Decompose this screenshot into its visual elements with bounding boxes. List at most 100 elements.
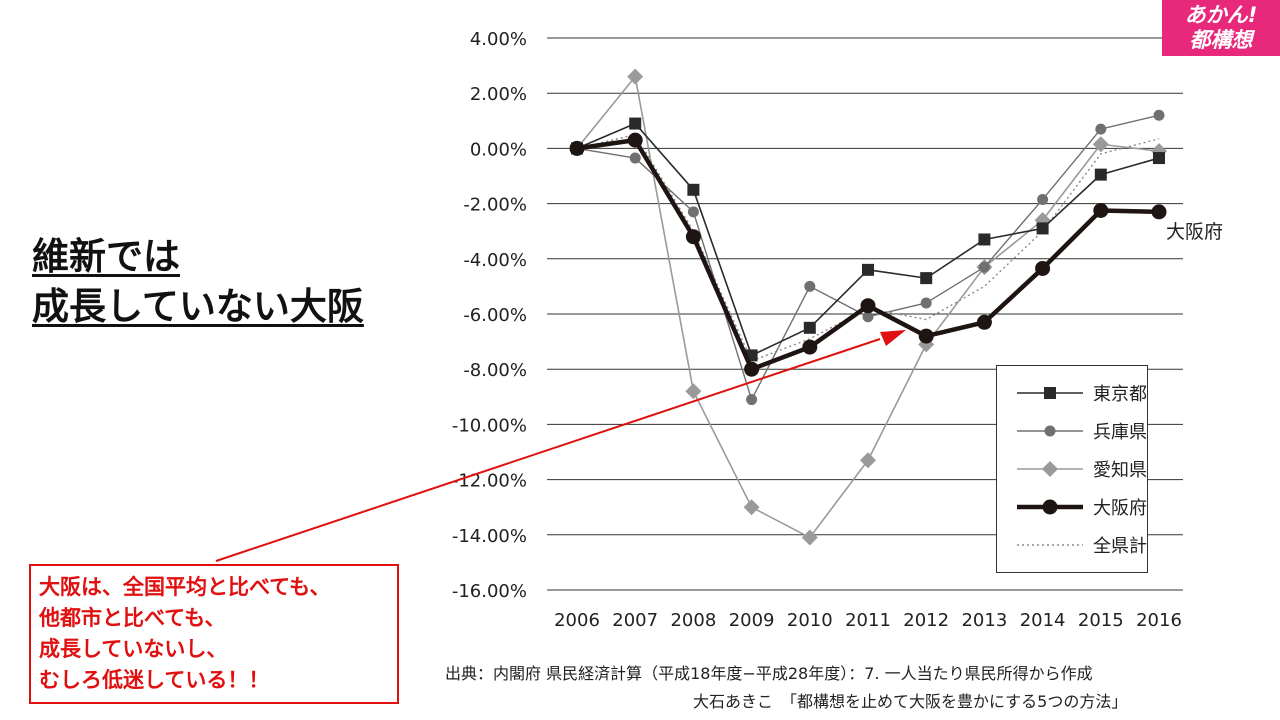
square-marker xyxy=(803,321,816,334)
square-marker xyxy=(1044,387,1056,399)
circle-marker xyxy=(804,280,816,292)
square-marker xyxy=(1153,152,1165,165)
large-circle-marker xyxy=(744,361,760,377)
x-tick-label: 2008 xyxy=(670,610,716,631)
legend-item: 大阪府 xyxy=(1017,498,1147,519)
large-circle-marker xyxy=(685,229,701,245)
diamond-marker xyxy=(860,452,876,469)
y-tick-label: -14.00% xyxy=(452,526,527,547)
diamond-marker xyxy=(627,68,644,85)
circle-marker xyxy=(629,152,641,164)
legend-label: 兵庫県 xyxy=(1093,422,1147,443)
x-tick-label: 2016 xyxy=(1136,610,1182,631)
diamond-marker xyxy=(743,499,760,516)
legend-label: 大阪府 xyxy=(1093,498,1147,519)
large-circle-marker xyxy=(1042,499,1058,515)
series-line xyxy=(576,114,1160,401)
callout-line-2: 他都市と比べても、 xyxy=(39,606,226,630)
book-citation: 大石あきこ 「都構想を止めて大阪を豊かにする5つの方法」 xyxy=(693,692,1128,711)
x-tick-label: 2012 xyxy=(903,610,949,631)
headline-line1: 維新では xyxy=(32,235,180,278)
legend-label: 愛知県 xyxy=(1093,460,1147,481)
circle-marker xyxy=(920,297,932,309)
y-tick-label: -6.00% xyxy=(463,305,527,326)
x-tick-label: 2011 xyxy=(845,610,891,631)
x-axis-tick-labels: 2006 2007 2008 2009 2010 2011 2012 2013 2014 2015… xyxy=(554,610,1182,631)
callout-arrow-line xyxy=(215,338,881,562)
series-line xyxy=(576,137,1160,372)
circle-marker xyxy=(862,311,874,323)
diamond-marker xyxy=(1092,136,1109,153)
x-tick-label: 2015 xyxy=(1078,610,1124,631)
square-marker xyxy=(862,263,874,276)
large-circle-marker xyxy=(918,328,934,344)
y-tick-label: -2.00% xyxy=(463,195,527,216)
callout-line-4: むしろ低迷している！！ xyxy=(39,668,270,692)
series-東京都 xyxy=(571,117,1165,362)
source-citation: 出典：内閣府 県民経済計算（平成18年度−平成28年度）：7. 一人当たり県民所… xyxy=(445,664,1093,683)
y-tick-label: 0.00% xyxy=(470,139,527,160)
large-circle-marker xyxy=(976,314,992,330)
x-tick-label: 2006 xyxy=(554,610,600,631)
series-大阪府 xyxy=(569,132,1167,377)
x-tick-label: 2013 xyxy=(961,610,1007,631)
legend-label: 東京都 xyxy=(1093,384,1147,405)
square-marker xyxy=(978,233,991,246)
callout-arrow-head xyxy=(880,330,906,346)
large-circle-marker xyxy=(860,298,876,314)
large-circle-marker xyxy=(1151,204,1167,220)
x-tick-label: 2009 xyxy=(729,610,775,631)
series-全県計 xyxy=(576,133,1160,362)
circle-marker xyxy=(1044,425,1056,437)
callout-arrow xyxy=(215,330,906,562)
square-marker xyxy=(920,272,933,285)
legend-item: 東京都 xyxy=(1017,384,1147,405)
y-tick-label: -16.00% xyxy=(452,581,527,602)
large-circle-marker xyxy=(1035,260,1051,276)
circle-marker xyxy=(687,206,699,218)
x-tick-label: 2014 xyxy=(1020,610,1066,631)
square-marker xyxy=(1036,222,1049,235)
series-兵庫県 xyxy=(571,109,1165,406)
circle-marker xyxy=(746,394,758,406)
callout-line-3: 成長していないし、 xyxy=(39,637,228,661)
circle-marker xyxy=(1153,109,1165,121)
akan-tokoso-badge: あかん! 都構想 xyxy=(1162,0,1280,56)
callout-box: 大阪は、全国平均と比べても、 他都市と比べても、 成長していないし、 むしろ低迷… xyxy=(29,564,399,704)
y-axis-tick-labels: 4.00% 2.00% 0.00% -2.00% -4.00% -6.00% -8.00% -… xyxy=(452,29,527,602)
y-tick-label: 4.00% xyxy=(470,29,527,50)
legend-item: 愛知県 xyxy=(1017,460,1147,481)
square-marker xyxy=(1094,168,1107,181)
diamond-marker xyxy=(685,383,702,400)
large-circle-marker xyxy=(569,140,585,156)
x-tick-label: 2010 xyxy=(787,610,833,631)
headline-line2: 成長していない大阪 xyxy=(32,285,364,328)
legend-item: 全県計 xyxy=(1017,536,1147,557)
circle-marker xyxy=(1095,123,1107,135)
badge-line1: あかん! xyxy=(1184,3,1258,27)
osaka-end-label: 大阪府 xyxy=(1166,221,1223,243)
diamond-marker xyxy=(801,529,818,546)
diamond-marker xyxy=(1042,461,1058,477)
legend-label: 全県計 xyxy=(1093,536,1147,557)
y-tick-label: -8.00% xyxy=(463,360,527,381)
large-circle-marker xyxy=(1093,203,1109,218)
large-circle-marker xyxy=(627,132,643,148)
chart-series xyxy=(569,68,1167,546)
y-tick-label: 2.00% xyxy=(470,84,527,105)
square-marker xyxy=(687,183,700,196)
circle-marker xyxy=(978,261,990,273)
callout-line-1: 大阪は、全国平均と比べても、 xyxy=(39,575,331,599)
y-tick-label: -4.00% xyxy=(463,250,527,271)
chart-legend: 東京都兵庫県愛知県大阪府全県計 xyxy=(996,365,1148,573)
circle-marker xyxy=(1037,193,1049,205)
square-marker xyxy=(629,117,642,130)
legend-item: 兵庫県 xyxy=(1017,422,1147,443)
y-tick-label: -10.00% xyxy=(452,415,527,436)
large-circle-marker xyxy=(802,339,818,355)
x-tick-label: 2007 xyxy=(612,610,658,631)
y-tick-label: -12.00% xyxy=(452,471,527,492)
headline: 維新では 成長していない大阪 xyxy=(32,232,364,332)
series-line xyxy=(576,133,1160,362)
